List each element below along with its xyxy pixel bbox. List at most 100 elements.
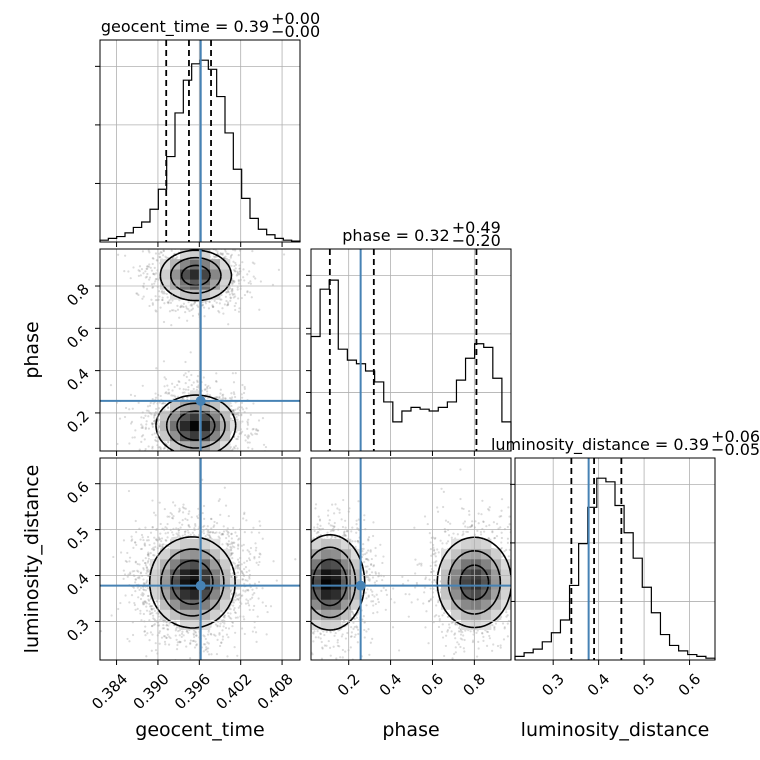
sample-point bbox=[160, 537, 164, 540]
sample-point bbox=[191, 314, 195, 317]
sample-point bbox=[231, 279, 234, 283]
density-cell bbox=[210, 279, 221, 290]
sample-point bbox=[145, 267, 148, 271]
sample-point bbox=[149, 605, 153, 608]
sample-point bbox=[251, 596, 254, 599]
sample-point bbox=[138, 575, 141, 578]
sample-point bbox=[158, 295, 161, 298]
contour-line bbox=[155, 249, 237, 451]
sample-point bbox=[225, 633, 229, 636]
sample-point bbox=[145, 265, 149, 268]
sample-point bbox=[233, 280, 236, 283]
sample-point bbox=[251, 630, 254, 633]
sample-point bbox=[211, 305, 214, 308]
sample-point bbox=[233, 270, 236, 273]
density-cell bbox=[220, 430, 231, 442]
sample-point bbox=[222, 533, 225, 536]
sample-point bbox=[152, 607, 155, 610]
sample-point bbox=[188, 452, 190, 454]
sample-point bbox=[215, 395, 218, 399]
sample-point bbox=[123, 270, 126, 273]
sample-point bbox=[129, 572, 132, 576]
sample-point bbox=[181, 391, 184, 394]
sample-point bbox=[167, 440, 170, 443]
sample-point bbox=[201, 304, 204, 307]
sample-point bbox=[176, 308, 180, 311]
sample-point bbox=[204, 637, 207, 641]
sample-point bbox=[181, 519, 184, 522]
sample-point bbox=[216, 252, 219, 255]
sample-point bbox=[140, 416, 143, 419]
sample-point bbox=[171, 531, 174, 534]
sample-point bbox=[151, 303, 155, 306]
sample-point bbox=[192, 633, 195, 636]
sample-point bbox=[204, 302, 208, 305]
sample-point bbox=[219, 289, 223, 292]
sample-point bbox=[184, 372, 187, 375]
sample-point bbox=[166, 536, 169, 539]
sample-point bbox=[118, 417, 122, 420]
sample-point bbox=[258, 531, 261, 534]
sample-point bbox=[200, 453, 202, 455]
histogram-step-line bbox=[310, 279, 512, 451]
sample-point bbox=[151, 433, 154, 436]
sample-point bbox=[174, 469, 176, 471]
sample-point bbox=[236, 594, 239, 597]
sample-point bbox=[221, 532, 224, 536]
sample-point bbox=[191, 531, 194, 534]
sample-point bbox=[177, 531, 180, 534]
sample-point bbox=[152, 614, 155, 617]
density-cell bbox=[190, 249, 201, 260]
sample-point bbox=[264, 604, 268, 608]
sample-point bbox=[141, 384, 144, 387]
sample-point bbox=[213, 299, 216, 303]
density-cell bbox=[200, 259, 211, 270]
sample-point bbox=[162, 402, 165, 405]
sample-point bbox=[192, 387, 195, 391]
sample-point bbox=[245, 598, 248, 601]
sample-point bbox=[236, 547, 240, 550]
sample-point bbox=[151, 256, 154, 260]
sample-point bbox=[236, 564, 240, 567]
sample-point bbox=[237, 544, 240, 547]
sample-point bbox=[150, 607, 153, 610]
sample-point bbox=[134, 581, 137, 584]
density-cell bbox=[170, 430, 181, 442]
density-cell bbox=[210, 400, 221, 411]
sample-point bbox=[186, 453, 188, 455]
sample-point bbox=[218, 498, 221, 501]
sample-point bbox=[236, 270, 239, 273]
sample-point bbox=[223, 622, 226, 625]
histogram-panel-luminosity_distance: luminosity_distance = 0.39 +0.06−0.05 bbox=[491, 427, 760, 661]
sample-point bbox=[159, 256, 162, 259]
density-cell bbox=[190, 279, 201, 290]
sample-point bbox=[153, 432, 156, 435]
sample-point bbox=[181, 305, 184, 308]
sample-point bbox=[191, 453, 193, 455]
sample-point bbox=[138, 270, 141, 273]
sample-point bbox=[161, 470, 163, 472]
sample-point bbox=[257, 580, 261, 584]
sample-point bbox=[202, 306, 206, 309]
density-cell bbox=[200, 420, 211, 432]
sample-point bbox=[231, 372, 234, 375]
sample-point bbox=[230, 281, 234, 285]
sample-point bbox=[209, 536, 212, 539]
sample-point bbox=[253, 262, 256, 265]
sample-point bbox=[234, 531, 237, 534]
sample-point bbox=[204, 643, 207, 646]
sample-point bbox=[248, 558, 252, 562]
sample-point bbox=[136, 586, 139, 589]
sample-point bbox=[209, 536, 212, 539]
sample-point bbox=[186, 319, 189, 322]
sample-point bbox=[243, 561, 246, 564]
sample-point bbox=[234, 631, 237, 634]
sample-point bbox=[145, 572, 148, 575]
sample-point bbox=[246, 273, 249, 276]
sample-point bbox=[230, 243, 232, 245]
sample-point bbox=[246, 579, 249, 582]
sample-point bbox=[182, 634, 185, 637]
sample-point bbox=[195, 462, 197, 464]
sample-point bbox=[143, 543, 146, 546]
sample-point bbox=[207, 653, 211, 656]
